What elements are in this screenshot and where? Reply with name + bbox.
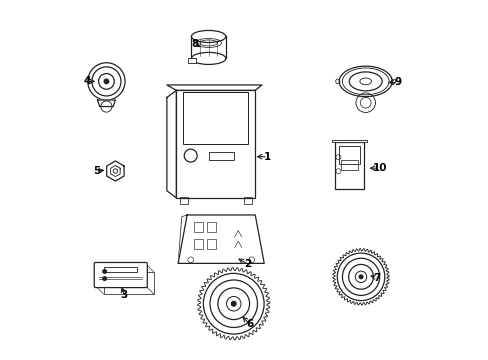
Bar	[206, 222, 215, 233]
Circle shape	[359, 275, 362, 279]
FancyBboxPatch shape	[94, 262, 147, 288]
Text: 4: 4	[83, 76, 91, 86]
Bar	[194, 239, 203, 249]
Polygon shape	[106, 161, 124, 181]
Polygon shape	[166, 85, 262, 90]
Bar	[331, 140, 366, 142]
Ellipse shape	[339, 66, 391, 96]
Text: 9: 9	[394, 77, 401, 87]
Bar	[194, 222, 203, 233]
Circle shape	[104, 79, 108, 84]
Bar	[244, 197, 252, 204]
Text: 6: 6	[246, 319, 253, 329]
Polygon shape	[178, 215, 187, 264]
Bar	[334, 142, 364, 189]
Text: 10: 10	[372, 163, 386, 173]
Bar	[176, 90, 255, 198]
Text: 7: 7	[373, 273, 380, 283]
Bar	[104, 267, 137, 273]
Bar	[180, 197, 187, 204]
Bar	[103, 272, 153, 294]
Text: 1: 1	[264, 152, 271, 162]
Bar	[338, 146, 360, 164]
Bar	[206, 239, 215, 249]
Bar	[208, 152, 233, 160]
Circle shape	[102, 270, 106, 273]
Ellipse shape	[191, 31, 225, 42]
Circle shape	[231, 301, 236, 306]
Bar	[340, 160, 358, 170]
Text: 5: 5	[93, 166, 100, 176]
Polygon shape	[178, 215, 264, 264]
Polygon shape	[197, 267, 269, 340]
Text: 8: 8	[191, 39, 199, 49]
Text: 3: 3	[121, 291, 128, 301]
Polygon shape	[332, 248, 388, 305]
Ellipse shape	[191, 53, 225, 64]
Bar	[188, 58, 196, 63]
Polygon shape	[166, 90, 176, 198]
Text: 2: 2	[244, 259, 251, 269]
Circle shape	[102, 277, 106, 280]
Polygon shape	[97, 100, 115, 107]
Bar	[183, 92, 247, 144]
